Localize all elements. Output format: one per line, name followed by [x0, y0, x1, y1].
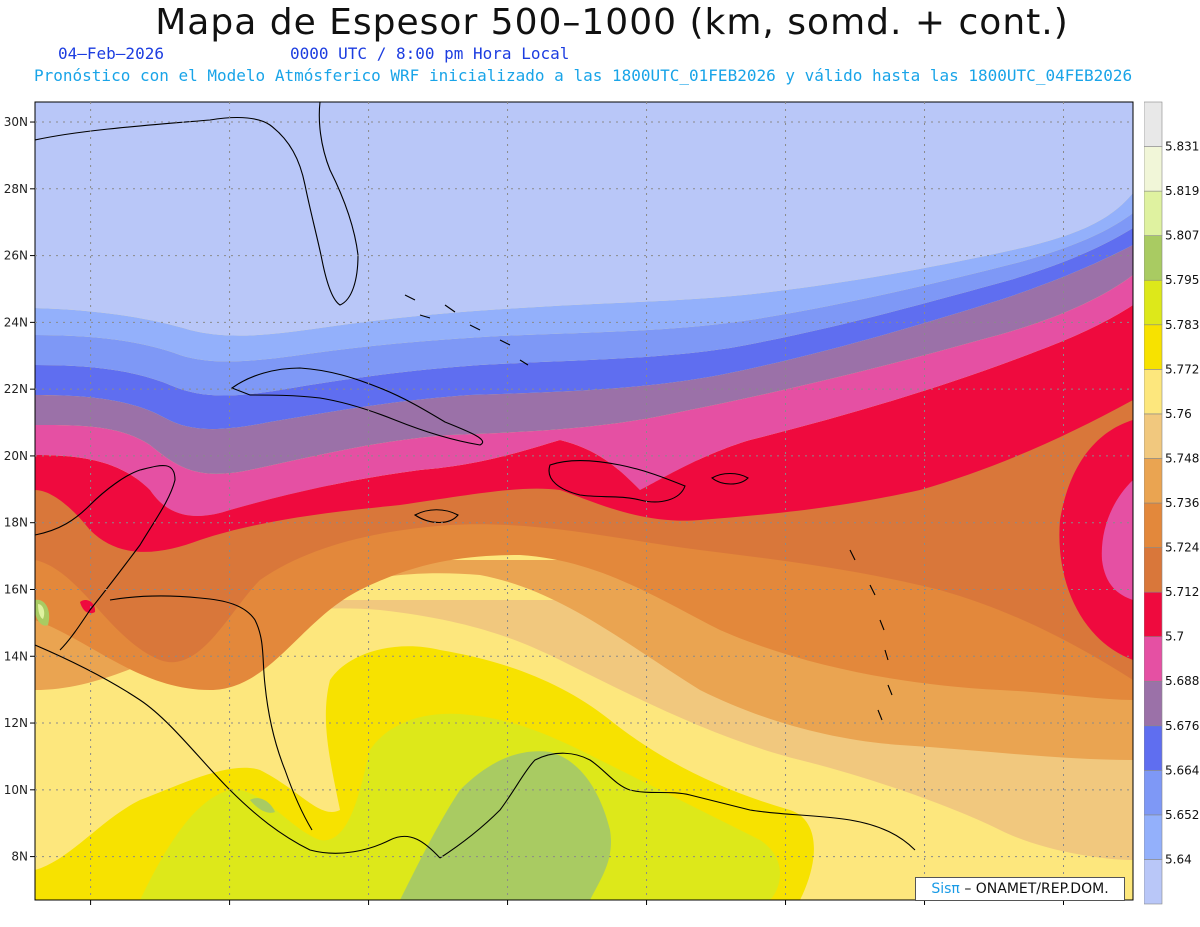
- coast-puerto-rico: [711, 472, 749, 485]
- colorbar-box: [1144, 547, 1163, 593]
- tick-label-lat: 10N: [4, 783, 28, 797]
- colorbar-label: 5.7: [1165, 630, 1184, 644]
- coast-central-america: [35, 644, 441, 859]
- colorbar-label: 5.64: [1165, 852, 1192, 866]
- credit-brand: Sisπ: [931, 881, 960, 897]
- band-5664: [35, 213, 1133, 396]
- colorbar-label: 5.652: [1165, 808, 1199, 822]
- colorbar-box: [1144, 190, 1163, 236]
- tick-label-lat: 14N: [4, 649, 28, 663]
- colorbar-label: 5.807: [1165, 229, 1199, 243]
- filled-contours: [35, 102, 1133, 900]
- colorbar-label: 5.795: [1165, 273, 1199, 287]
- colorbar-box: [1144, 636, 1163, 682]
- colorbar-label: 5.831: [1165, 140, 1199, 154]
- colorbar-label: 5.712: [1165, 585, 1199, 599]
- band-5807: [400, 751, 611, 900]
- axis-ticks: 90W85W80W75W70W65W60W55W30N28N26N24N22N2…: [4, 115, 1065, 905]
- band-5712: [35, 305, 1133, 552]
- band-5712-east: [1059, 420, 1133, 660]
- band-5819-nw: [38, 604, 45, 619]
- band-5712-central-am: [80, 600, 96, 614]
- tick-label-lat: 16N: [4, 582, 28, 596]
- colorbar-label: 5.664: [1165, 763, 1199, 777]
- colorbar-box: [1144, 458, 1163, 504]
- colorbar-box: [1144, 680, 1163, 727]
- tick-label-lat: 18N: [4, 516, 28, 530]
- credit-box: Sisπ – ONAMET/REP.DOM.: [915, 877, 1125, 901]
- colorbar-box: [1144, 859, 1163, 905]
- colorbar-label: 5.688: [1165, 674, 1199, 688]
- band-5652: [35, 193, 1133, 362]
- colorbar-box: [1144, 279, 1163, 326]
- colorbar-box: [1144, 101, 1163, 147]
- colorbar-label: 5.724: [1165, 541, 1199, 555]
- colorbar-label: 5.772: [1165, 362, 1199, 376]
- forecast-date: 04–Feb–2026: [58, 44, 164, 63]
- band-5700-east: [1101, 480, 1133, 600]
- coast-yucatan: [35, 465, 176, 651]
- colorbar: 5.64 5.652 5.664 5.676 5.688 5.7 5.712 5.724 5.7…: [1144, 101, 1199, 905]
- tick-label-lat: 28N: [4, 182, 28, 196]
- coast-hispaniola: [548, 459, 686, 503]
- band-5640: [35, 102, 1133, 336]
- colorbar-box: [1144, 502, 1163, 548]
- tick-label-lat: 24N: [4, 315, 28, 329]
- colorbar-label: 5.676: [1165, 719, 1199, 733]
- colorbar-box: [1144, 591, 1163, 637]
- colorbar-label: 5.819: [1165, 184, 1199, 198]
- band-5688: [35, 245, 1133, 474]
- map-title: Mapa de Espesor 500–1000 (km, somd. + co…: [155, 2, 1069, 43]
- coast-bahamas: [404, 294, 529, 366]
- colorbar-label: 5.783: [1165, 318, 1199, 332]
- forecast-time: 0000 UTC / 8:00 pm Hora Local: [290, 44, 570, 63]
- coastlines: [35, 102, 916, 859]
- tick-label-lat: 20N: [4, 449, 28, 463]
- coast-caribbean-central-am: [109, 595, 313, 831]
- model-description: Pronóstico con el Modelo Atmósferico WRF…: [34, 66, 1133, 85]
- colorbar-box: [1144, 413, 1163, 459]
- coast-south-america: [439, 752, 916, 859]
- colorbar-box: [1144, 725, 1163, 771]
- map-frame: [34, 101, 1134, 901]
- band-5724: [35, 320, 1133, 680]
- credit-org: – ONAMET/REP.DOM.: [964, 881, 1109, 897]
- coast-florida: [35, 102, 359, 306]
- colorbar-box: [1144, 369, 1163, 415]
- tick-label-lat: 12N: [4, 716, 28, 730]
- coast-cuba: [230, 367, 483, 446]
- colorbar-box: [1144, 814, 1163, 860]
- coast-jamaica: [413, 509, 459, 524]
- tick-label-lat: 30N: [4, 115, 28, 129]
- tick-label-lat: 26N: [4, 249, 28, 263]
- band-5676: [35, 228, 1133, 430]
- colorbar-labels: 5.64 5.652 5.664 5.676 5.688 5.7 5.712 5.724 5.7…: [1165, 140, 1199, 867]
- colorbar-box: [1144, 146, 1163, 192]
- coast-lesser-antilles: [849, 549, 893, 721]
- band-5807-west: [250, 798, 275, 813]
- colorbar-box: [1144, 235, 1163, 281]
- colorbar-label: 5.736: [1165, 496, 1199, 510]
- colorbar-boxes: [1144, 101, 1163, 905]
- thickness-map: 90W85W80W75W70W65W60W55W30N28N26N24N22N2…: [4, 101, 1134, 905]
- tick-label-lat: 8N: [11, 850, 28, 864]
- colorbar-box: [1144, 770, 1163, 816]
- colorbar-label: 5.748: [1165, 451, 1199, 465]
- colorbar-box: [1144, 324, 1163, 370]
- colorbar-label: 5.76: [1165, 407, 1192, 421]
- tick-label-lat: 22N: [4, 382, 28, 396]
- graticule: [35, 102, 1133, 900]
